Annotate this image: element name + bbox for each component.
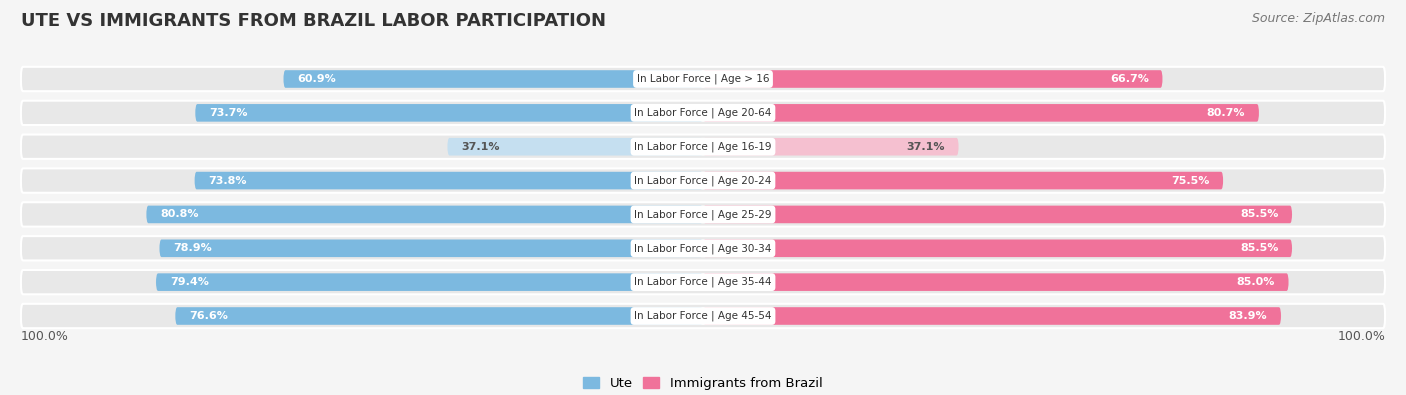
FancyBboxPatch shape [194, 172, 703, 189]
Text: UTE VS IMMIGRANTS FROM BRAZIL LABOR PARTICIPATION: UTE VS IMMIGRANTS FROM BRAZIL LABOR PART… [21, 12, 606, 30]
FancyBboxPatch shape [21, 236, 1385, 260]
FancyBboxPatch shape [21, 270, 1385, 294]
Text: 37.1%: 37.1% [461, 142, 499, 152]
FancyBboxPatch shape [447, 138, 703, 156]
Text: 80.7%: 80.7% [1206, 108, 1246, 118]
FancyBboxPatch shape [703, 273, 1289, 291]
Text: 78.9%: 78.9% [173, 243, 212, 253]
Text: 79.4%: 79.4% [170, 277, 208, 287]
FancyBboxPatch shape [703, 206, 1292, 223]
FancyBboxPatch shape [146, 206, 703, 223]
Text: 60.9%: 60.9% [297, 74, 336, 84]
Text: 85.5%: 85.5% [1240, 209, 1278, 220]
FancyBboxPatch shape [703, 239, 1292, 257]
Text: 100.0%: 100.0% [21, 330, 69, 343]
FancyBboxPatch shape [21, 135, 1385, 159]
Text: In Labor Force | Age > 16: In Labor Force | Age > 16 [637, 74, 769, 84]
FancyBboxPatch shape [21, 101, 1385, 125]
FancyBboxPatch shape [21, 304, 1385, 328]
FancyBboxPatch shape [21, 67, 1385, 91]
Text: 75.5%: 75.5% [1171, 175, 1209, 186]
FancyBboxPatch shape [703, 307, 1281, 325]
FancyBboxPatch shape [156, 273, 703, 291]
Text: In Labor Force | Age 25-29: In Labor Force | Age 25-29 [634, 209, 772, 220]
Text: In Labor Force | Age 20-24: In Labor Force | Age 20-24 [634, 175, 772, 186]
FancyBboxPatch shape [703, 138, 959, 156]
Text: 73.7%: 73.7% [209, 108, 247, 118]
Text: In Labor Force | Age 35-44: In Labor Force | Age 35-44 [634, 277, 772, 288]
Text: 66.7%: 66.7% [1109, 74, 1149, 84]
Text: 85.5%: 85.5% [1240, 243, 1278, 253]
FancyBboxPatch shape [195, 104, 703, 122]
FancyBboxPatch shape [21, 202, 1385, 227]
Text: 85.0%: 85.0% [1236, 277, 1275, 287]
Text: In Labor Force | Age 45-54: In Labor Force | Age 45-54 [634, 311, 772, 321]
Legend: Ute, Immigrants from Brazil: Ute, Immigrants from Brazil [578, 372, 828, 395]
Text: 83.9%: 83.9% [1229, 311, 1267, 321]
FancyBboxPatch shape [703, 172, 1223, 189]
FancyBboxPatch shape [703, 104, 1258, 122]
Text: In Labor Force | Age 30-34: In Labor Force | Age 30-34 [634, 243, 772, 254]
Text: 37.1%: 37.1% [907, 142, 945, 152]
Text: In Labor Force | Age 20-64: In Labor Force | Age 20-64 [634, 107, 772, 118]
FancyBboxPatch shape [159, 239, 703, 257]
Text: In Labor Force | Age 16-19: In Labor Force | Age 16-19 [634, 141, 772, 152]
FancyBboxPatch shape [703, 70, 1163, 88]
FancyBboxPatch shape [176, 307, 703, 325]
FancyBboxPatch shape [284, 70, 703, 88]
Text: 76.6%: 76.6% [188, 311, 228, 321]
Text: 100.0%: 100.0% [1337, 330, 1385, 343]
FancyBboxPatch shape [21, 168, 1385, 193]
Text: 73.8%: 73.8% [208, 175, 247, 186]
Text: 80.8%: 80.8% [160, 209, 198, 220]
Text: Source: ZipAtlas.com: Source: ZipAtlas.com [1251, 12, 1385, 25]
